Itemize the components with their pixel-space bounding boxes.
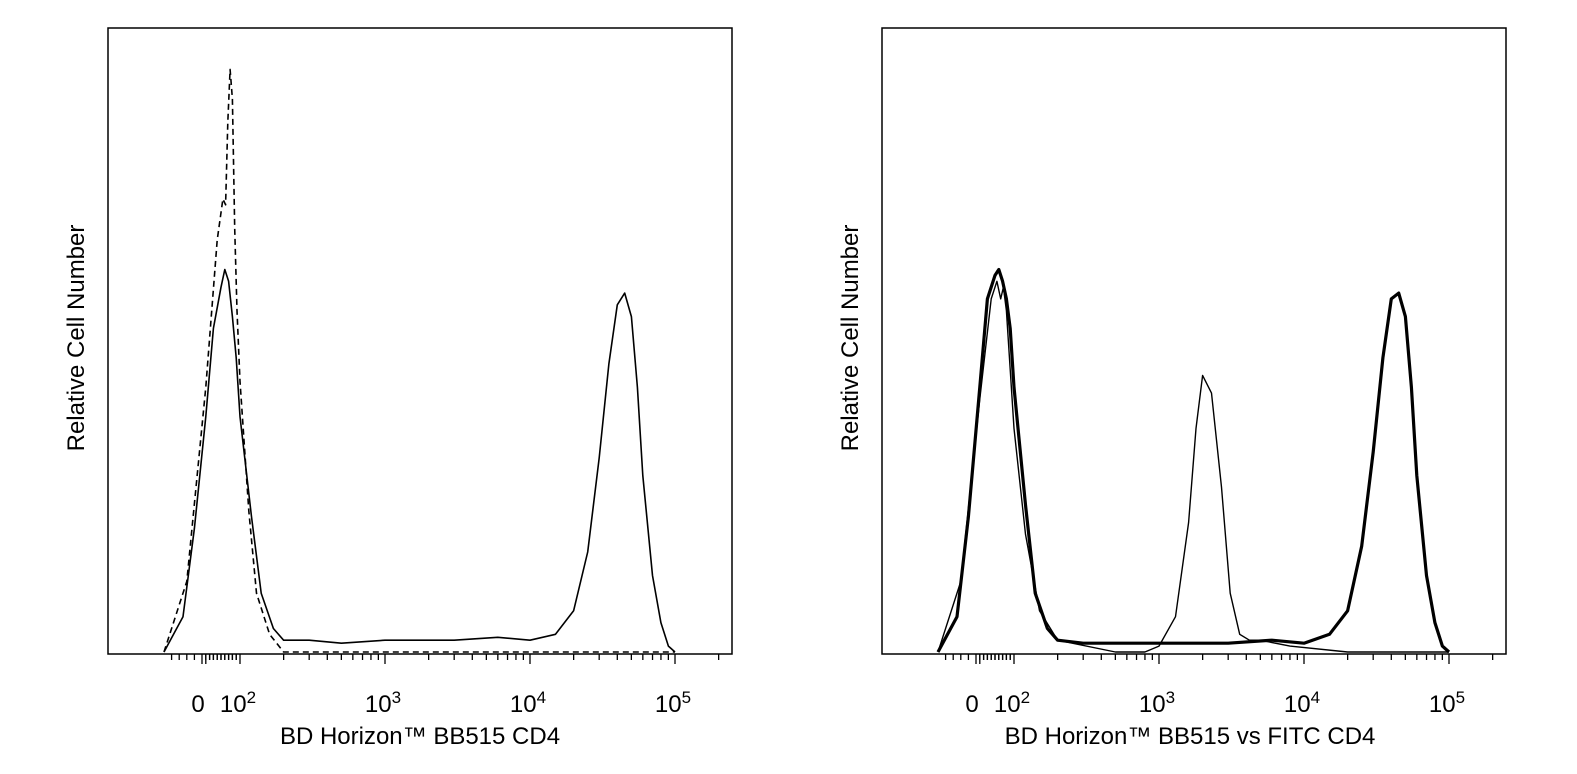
- y-axis-title: Relative Cell Number: [63, 225, 90, 452]
- x-tick-label: 102: [994, 688, 1030, 719]
- x-tick-label: 103: [365, 688, 401, 719]
- histogram-series: [163, 68, 676, 653]
- x-tick-label: 0: [965, 691, 978, 718]
- y-axis-title: Relative Cell Number: [837, 225, 864, 452]
- x-tick-label: 105: [655, 688, 691, 719]
- plot-frame: [881, 27, 1507, 655]
- histogram-line-dashed: [163, 68, 675, 653]
- histogram-series: [936, 267, 1451, 654]
- x-tick-label: 103: [1139, 688, 1175, 719]
- histogram-line-solid: [163, 268, 676, 653]
- x-axis-title: BD Horizon™ BB515 vs FITC CD4: [1005, 723, 1376, 750]
- x-axis-tick-labels: 0 102 103 104 105: [191, 688, 691, 719]
- x-axis-title: BD Horizon™ BB515 CD4: [280, 723, 560, 750]
- plot-frame: [107, 27, 733, 655]
- x-axis-tick-labels: 0 102 103 104 105: [965, 688, 1465, 719]
- x-tick-label: 102: [220, 688, 256, 719]
- x-tick-label: 104: [510, 688, 546, 719]
- x-tick-label: 105: [1429, 688, 1465, 719]
- histogram-panel-right: 0 102 103 104 105 BD Horizon™ BB515 vs FITC …: [837, 27, 1507, 750]
- x-tick-label: 0: [191, 691, 204, 718]
- histogram-line-solid-thick: [936, 267, 1451, 654]
- histogram-panel-left: 0 102 103 104 105 BD Horizon™ BB515 CD4 Rela…: [63, 27, 733, 750]
- x-axis-ticks: [944, 654, 1494, 664]
- x-tick-label: 104: [1284, 688, 1320, 719]
- histogram-line-solid-thin: [937, 280, 1449, 653]
- x-axis-ticks: [170, 654, 720, 664]
